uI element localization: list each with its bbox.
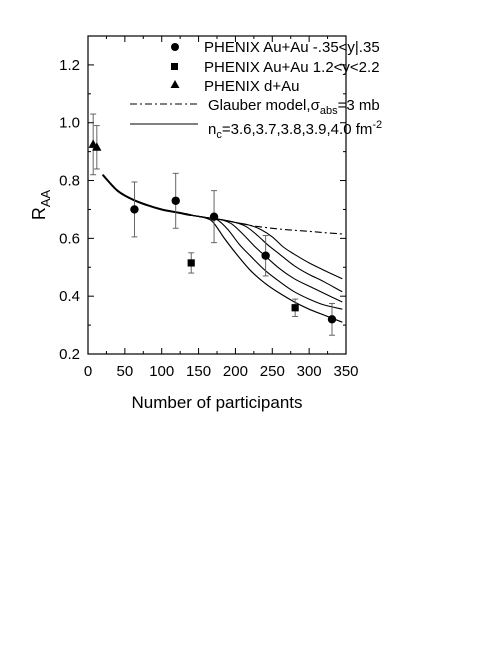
legend-marker-circle (171, 43, 179, 51)
legend-label-nc: nc=3.6,3.7,3.8,3.9,4.0 fm-2 (208, 119, 382, 141)
axis-ticks (87, 35, 347, 355)
y-axis-label-main: R (29, 207, 49, 220)
x-axis-label: Number of participants (131, 393, 302, 412)
data-points (88, 113, 337, 336)
nc-curve (102, 174, 343, 293)
y-tick-label: 0.8 (59, 173, 80, 190)
svg-text:RAA: RAA (29, 190, 53, 221)
legend-marker-square (171, 63, 178, 70)
data-point-square (187, 259, 195, 267)
y-tick-label: 0.2 (59, 346, 80, 363)
data-point-circle (171, 196, 180, 205)
model-curves (101, 174, 343, 323)
x-tick-label: 200 (223, 363, 248, 380)
x-tick-labels: 0 50 100 150 200 250 300 350 (84, 363, 359, 380)
data-point-circle (209, 212, 219, 221)
x-tick-label: 50 (117, 363, 134, 380)
y-axis-label-sub: AA (38, 190, 53, 208)
glauber-curve (102, 174, 343, 235)
common-curve-segment (101, 174, 192, 217)
nc-curve (102, 174, 343, 323)
y-axis-label: RAA (29, 190, 53, 221)
x-tick-label: 300 (297, 363, 322, 380)
x-tick-label: 350 (333, 363, 358, 380)
x-tick-label: 250 (260, 363, 285, 380)
y-tick-label: 1.0 (59, 115, 80, 132)
x-tick-label: 100 (149, 363, 174, 380)
legend-label-dau: PHENIX d+Au (204, 78, 299, 95)
data-point-square (291, 304, 299, 312)
legend-label-forward-rapidity: PHENIX Au+Au 1.2<y<2.2 (204, 59, 380, 76)
x-tick-label: 0 (84, 363, 92, 380)
data-point-circle (261, 251, 270, 260)
y-tick-labels: 0.2 0.4 0.6 0.8 1.0 1.2 (59, 57, 80, 363)
legend: PHENIX Au+Au -.35<y|.35 PHENIX Au+Au 1.2… (130, 39, 382, 141)
y-tick-label: 1.2 (59, 57, 80, 74)
legend-label-mid-rapidity: PHENIX Au+Au -.35<y|.35 (204, 39, 380, 56)
nc-curve (102, 174, 343, 303)
legend-label-glauber: Glauber model,σabs=3 mb (208, 97, 380, 117)
y-tick-label: 0.4 (59, 288, 80, 305)
data-point-triangle (92, 142, 102, 151)
nc-curve (102, 174, 343, 310)
data-point-circle (327, 315, 337, 324)
data-point-circle (130, 205, 139, 214)
x-tick-label: 150 (186, 363, 211, 380)
legend-marker-triangle (170, 80, 180, 88)
y-tick-label: 0.6 (59, 230, 80, 247)
nc-curve (102, 174, 343, 280)
